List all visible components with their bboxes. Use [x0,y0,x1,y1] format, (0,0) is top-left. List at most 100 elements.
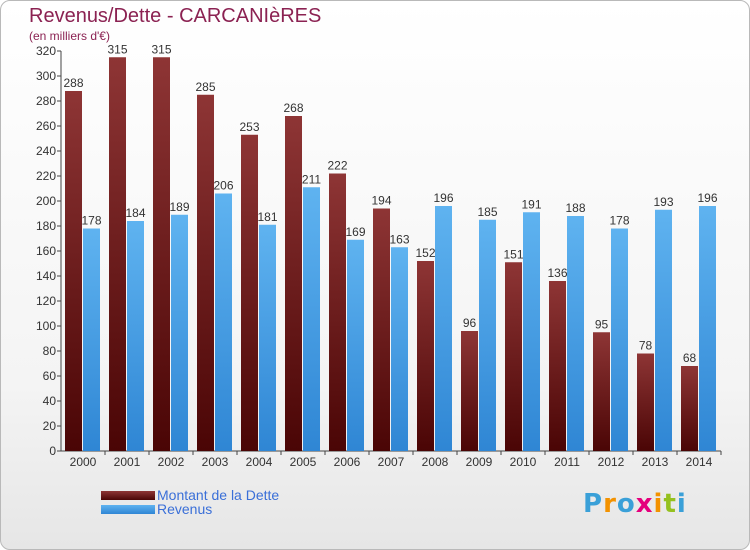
data-label-dette: 96 [463,316,477,330]
x-tick-label: 2007 [378,455,405,469]
logo-letter: i [676,489,687,519]
data-label-dette: 285 [195,80,215,94]
bar-revenus [391,247,408,451]
y-tick-label: 280 [36,94,56,108]
y-tick-label: 200 [36,194,56,208]
data-label-dette: 268 [283,101,303,115]
bar-revenus [611,228,628,451]
y-tick-label: 220 [36,169,56,183]
y-tick-label: 0 [49,444,56,458]
y-tick-label: 260 [36,119,56,133]
x-tick-label: 2005 [290,455,317,469]
data-label-dette: 136 [547,266,567,280]
bar-dette [637,353,654,451]
y-tick-label: 180 [36,219,56,233]
y-tick-label: 140 [36,269,56,283]
bar-revenus [523,212,540,451]
logo-letter: o [616,489,636,519]
bar-revenus [259,224,276,451]
y-tick-label: 60 [43,369,57,383]
bar-dette [285,116,302,451]
x-tick-label: 2003 [202,455,229,469]
bar-revenus [171,214,188,451]
data-label-revenus: 196 [433,191,453,205]
bar-revenus [699,206,716,451]
x-tick-label: 2008 [422,455,449,469]
data-label-revenus: 163 [389,232,409,246]
logo-letter: i [653,489,664,519]
data-label-dette: 78 [639,339,653,353]
data-label-dette: 315 [151,42,171,56]
data-label-revenus: 189 [169,200,189,214]
bar-dette [593,332,610,451]
data-label-revenus: 184 [125,206,145,220]
data-label-revenus: 185 [477,205,497,219]
bar-dette [505,262,522,451]
legend-label-revenus: Revenus [157,501,213,517]
chart-title: Revenus/Dette - CARCANIèRES [29,5,322,27]
x-tick-label: 2012 [598,455,625,469]
bar-dette [373,208,390,451]
bar-dette [461,331,478,451]
bar-revenus [127,221,144,451]
chart-subtitle: (en milliers d'€) [29,29,110,43]
data-label-dette: 152 [415,246,435,260]
bar-revenus [435,206,452,451]
bar-revenus [83,228,100,451]
bar-dette [329,173,346,451]
data-label-dette: 253 [239,120,259,134]
bar-dette [109,57,126,451]
data-label-revenus: 181 [257,210,277,224]
y-tick-label: 320 [36,44,56,58]
data-label-revenus: 206 [213,179,233,193]
bar-dette [65,91,82,451]
bar-revenus [347,239,364,451]
data-label-dette: 95 [595,317,609,331]
y-tick-label: 160 [36,244,56,258]
bar-dette [681,366,698,451]
data-label-dette: 68 [683,351,697,365]
legend-item-revenus: Revenus [101,501,212,517]
y-tick-label: 100 [36,319,56,333]
data-label-dette: 194 [371,194,391,208]
data-label-revenus: 169 [345,225,365,239]
data-label-revenus: 211 [302,172,321,186]
data-label-revenus: 178 [81,214,101,228]
legend-label-debt: Montant de la Dette [157,487,280,503]
logo-letter: P [583,489,604,519]
data-label-revenus: 191 [521,197,541,211]
x-tick-label: 2001 [114,455,141,469]
legend-swatch-revenus [101,504,155,514]
logo-letter: x [635,489,654,519]
x-tick-label: 2010 [510,455,537,469]
x-tick-label: 2006 [334,455,361,469]
logo-letter: t [663,489,677,519]
data-label-revenus: 193 [653,195,673,209]
data-label-dette: 222 [327,159,347,173]
bar-revenus [303,187,320,451]
bar-revenus [567,216,584,451]
data-label-revenus: 196 [697,191,717,205]
bar-revenus [479,219,496,451]
y-tick-label: 20 [43,419,57,433]
x-tick-label: 2009 [466,455,493,469]
x-tick-label: 2013 [642,455,669,469]
y-tick-label: 240 [36,144,56,158]
x-tick-label: 2011 [554,455,580,469]
legend-swatch-debt [101,490,155,500]
data-label-dette: 288 [63,76,83,90]
bar-dette [197,94,214,451]
bar-revenus [655,209,672,451]
data-label-dette: 151 [503,247,523,261]
y-tick-label: 40 [43,394,57,408]
data-label-revenus: 178 [609,214,629,228]
logo-letter: r [603,489,617,519]
bar-revenus [215,193,232,451]
y-tick-label: 80 [43,344,57,358]
x-tick-label: 2000 [70,455,97,469]
bar-dette [153,57,170,451]
legend-item-debt: Montant de la Dette [101,487,279,503]
bar-dette [549,281,566,451]
